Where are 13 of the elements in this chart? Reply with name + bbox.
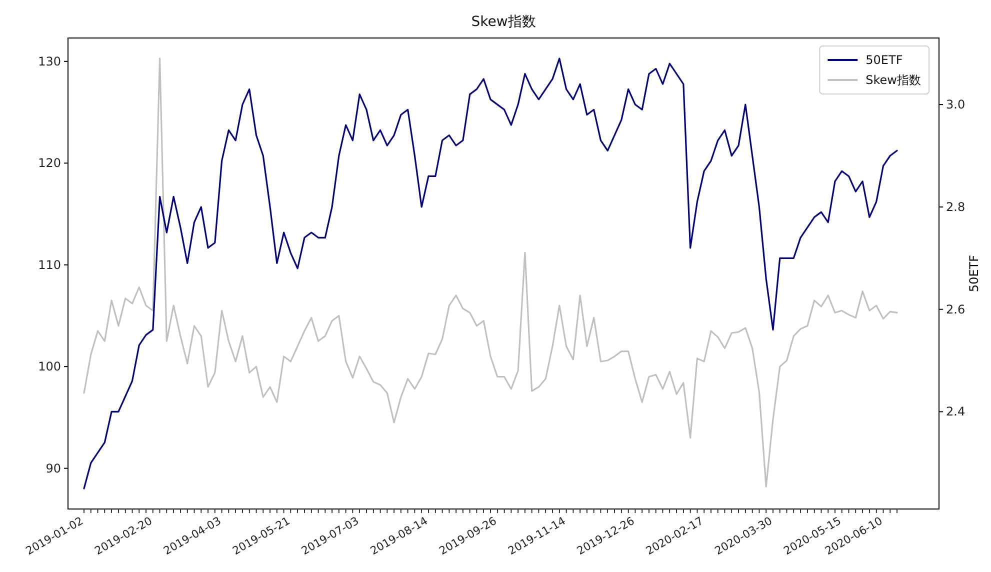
chart-title: Skew指数 bbox=[471, 14, 536, 30]
y-tick-label: 90 bbox=[46, 461, 61, 476]
y-tick-label: 130 bbox=[38, 54, 61, 68]
y2-tick-label: 2.8 bbox=[946, 200, 966, 214]
y-tick-label: 110 bbox=[38, 258, 61, 272]
legend-label: Skew指数 bbox=[866, 73, 921, 87]
y2-tick-label: 2.4 bbox=[946, 404, 966, 419]
y2-axis-title: 50ETF bbox=[967, 254, 981, 292]
y-tick-label: 100 bbox=[38, 360, 61, 374]
legend-label: 50ETF bbox=[866, 53, 903, 67]
y-tick-label: 120 bbox=[38, 156, 61, 170]
y2-tick-label: 2.6 bbox=[946, 302, 966, 316]
y2-tick-label: 3.0 bbox=[946, 98, 966, 112]
